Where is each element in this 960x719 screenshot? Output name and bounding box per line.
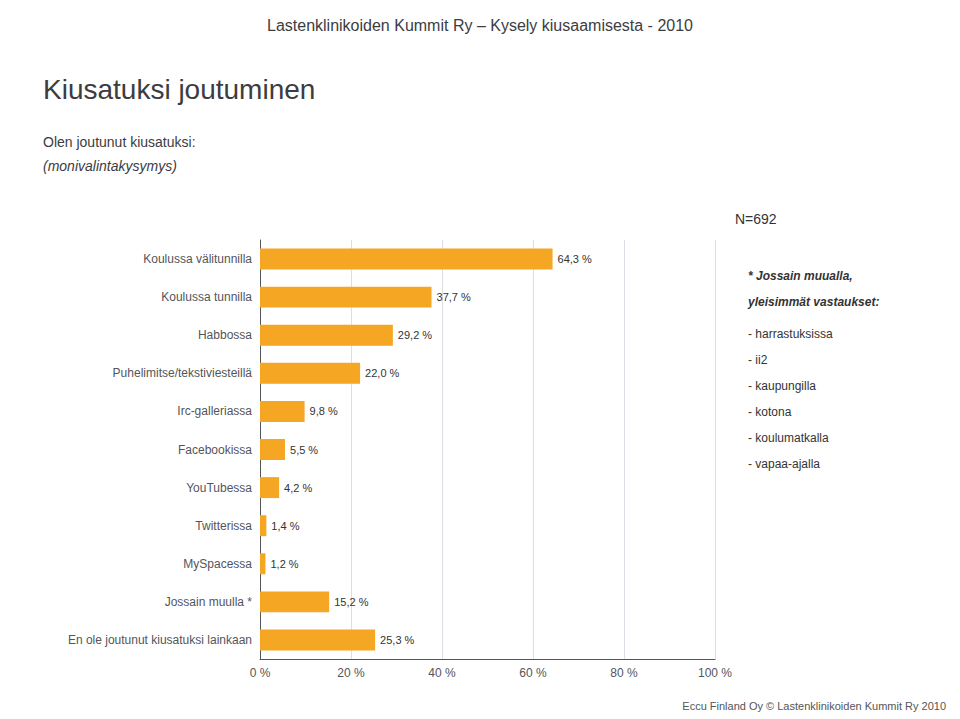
svg-text:Twitterissa: Twitterissa (195, 519, 252, 533)
svg-text:YouTubessa: YouTubessa (186, 481, 252, 495)
svg-text:Puhelimitse/tekstiviesteillä: Puhelimitse/tekstiviesteillä (113, 366, 253, 380)
svg-text:40 %: 40 % (428, 666, 456, 680)
svg-text:- harrastuksissa: - harrastuksissa (748, 327, 833, 341)
svg-text:0 %: 0 % (250, 666, 271, 680)
svg-text:1,4 %: 1,4 % (271, 520, 299, 532)
svg-text:64,3 %: 64,3 % (558, 253, 592, 265)
svg-text:En ole joutunut kiusatuksi lai: En ole joutunut kiusatuksi lainkaan (68, 633, 252, 647)
svg-text:* Jossain muualla,: * Jossain muualla, (748, 269, 853, 283)
svg-text:Koulussa välitunnilla: Koulussa välitunnilla (143, 252, 252, 266)
svg-text:22,0 %: 22,0 % (365, 367, 399, 379)
svg-text:29,2 %: 29,2 % (398, 329, 432, 341)
svg-text:- vapaa-ajalla: - vapaa-ajalla (748, 457, 820, 471)
svg-text:4,2 %: 4,2 % (284, 482, 312, 494)
svg-text:Jossain muulla *: Jossain muulla * (165, 595, 253, 609)
svg-text:Eccu Finland Oy © Lastenklinik: Eccu Finland Oy © Lastenklinikoiden Kumm… (682, 700, 946, 712)
svg-text:80 %: 80 % (610, 666, 638, 680)
svg-text:Kiusatuksi joutuminen: Kiusatuksi joutuminen (43, 74, 315, 105)
svg-text:Koulussa tunnilla: Koulussa tunnilla (161, 290, 252, 304)
svg-text:9,8 %: 9,8 % (310, 405, 338, 417)
svg-text:Lastenklinikoiden Kummit Ry –: Lastenklinikoiden Kummit Ry – Kysely kiu… (267, 17, 693, 34)
svg-text:- kotona: - kotona (748, 405, 792, 419)
svg-text:- koulumatkalla: - koulumatkalla (748, 431, 829, 445)
svg-text:Irc-galleriassa: Irc-galleriassa (177, 404, 252, 418)
svg-text:37,7 %: 37,7 % (437, 291, 471, 303)
svg-text:Habbossa: Habbossa (198, 328, 252, 342)
svg-text:60 %: 60 % (519, 666, 547, 680)
svg-text:Olen joutunut kiusatuksi:: Olen joutunut kiusatuksi: (43, 134, 196, 150)
svg-text:- kaupungilla: - kaupungilla (748, 379, 816, 393)
svg-text:MySpacessa: MySpacessa (183, 557, 252, 571)
svg-text:yleisimmät vastaukset:: yleisimmät vastaukset: (747, 295, 879, 309)
svg-text:100 %: 100 % (698, 666, 732, 680)
svg-text:20 %: 20 % (337, 666, 365, 680)
svg-text:(monivalintakysymys): (monivalintakysymys) (43, 158, 177, 174)
svg-text:1,2 %: 1,2 % (270, 558, 298, 570)
svg-text:5,5 %: 5,5 % (290, 444, 318, 456)
svg-text:Facebookissa: Facebookissa (178, 443, 252, 457)
svg-text:- ii2: - ii2 (748, 353, 768, 367)
svg-text:15,2 %: 15,2 % (334, 596, 368, 608)
svg-text:25,3 %: 25,3 % (380, 634, 414, 646)
svg-text:N=692: N=692 (735, 211, 777, 227)
